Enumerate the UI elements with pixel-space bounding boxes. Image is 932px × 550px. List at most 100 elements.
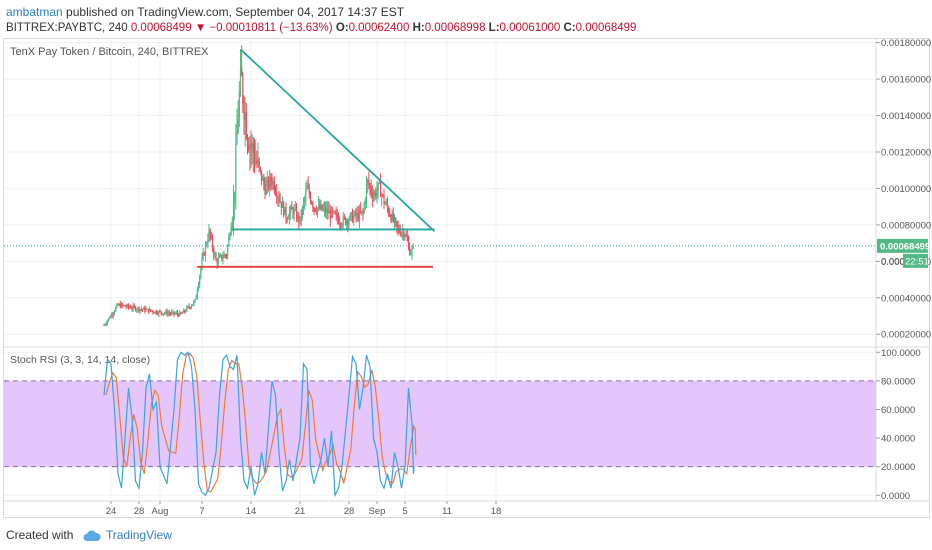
candle-body: [323, 207, 326, 209]
candle-body: [232, 202, 235, 220]
candle-body: [367, 179, 369, 184]
time-tick-label: 21: [295, 506, 306, 517]
candle-body: [208, 229, 210, 241]
candle-body: [311, 201, 313, 204]
candle-body: [312, 203, 314, 208]
time-tick-label: 24: [106, 506, 117, 517]
candle-body: [211, 237, 214, 249]
candle-body: [169, 313, 172, 315]
candle-body: [236, 132, 238, 145]
candle-body: [411, 248, 413, 254]
candle-body: [178, 314, 180, 316]
footer: Created with TradingView: [6, 528, 172, 542]
candle-body: [392, 213, 394, 221]
candle-body: [258, 158, 260, 168]
candle-body: [112, 313, 114, 316]
time-tick-label: 11: [442, 506, 452, 517]
time-tick-label: 18: [491, 506, 502, 517]
candle-body: [144, 307, 146, 312]
candle-body: [339, 223, 341, 225]
candle-body: [185, 311, 187, 313]
candle-body: [279, 200, 281, 202]
candle-body: [243, 103, 245, 120]
chart-frame: [3, 38, 930, 518]
candle-body: [377, 182, 379, 191]
rsi-tick-label: 100.0000: [881, 348, 921, 359]
symbol-label: BITTREX:PAYBTC, 240: [6, 22, 128, 34]
author-link[interactable]: ambatman: [6, 5, 63, 19]
candle-body: [116, 304, 118, 308]
candle-body: [390, 216, 392, 221]
time-tick-label: Aug: [152, 506, 169, 517]
open-value: 0.00062400: [348, 22, 410, 34]
candle-body: [239, 68, 242, 93]
countdown-prefix: 0.000: [881, 256, 905, 267]
candle-body: [242, 75, 244, 104]
tradingview-brand[interactable]: TradingView: [105, 528, 172, 542]
open-label: O:: [335, 22, 349, 34]
candle-body: [192, 304, 194, 306]
candle-body: [117, 304, 119, 306]
candle-body: [132, 305, 134, 309]
candle-body: [214, 254, 216, 256]
candle-body: [110, 314, 112, 318]
candle-body: [246, 137, 249, 146]
price-tick-label: 0.00180000: [881, 38, 931, 49]
candle-body: [157, 313, 159, 315]
candle-body: [225, 255, 228, 257]
candle-body: [383, 194, 385, 204]
candle-body: [108, 317, 110, 321]
candle-body: [315, 210, 317, 213]
candle-body: [272, 181, 274, 184]
candle-body: [252, 142, 254, 154]
candle-body: [210, 236, 212, 238]
candle-body: [382, 194, 384, 196]
candle-body: [148, 309, 151, 313]
candle-body: [342, 216, 344, 226]
candle-body: [384, 203, 386, 205]
candle-body: [321, 204, 323, 211]
candle-body: [250, 143, 252, 146]
candle-body: [104, 324, 106, 326]
candle-body: [165, 311, 167, 314]
candle-body: [167, 313, 169, 315]
candle-body: [343, 216, 345, 218]
price-change: −0.00010811 (−13.63%): [209, 22, 333, 34]
candle-body: [361, 211, 363, 213]
candle-body: [136, 309, 138, 311]
candle-body: [133, 305, 135, 307]
candle-body: [125, 306, 127, 308]
candle-body: [308, 187, 310, 195]
price-tick-label: 0.00160000: [881, 75, 931, 86]
candle-body: [155, 311, 158, 314]
candle-body: [137, 307, 139, 310]
candle-body: [196, 290, 198, 297]
candle-body: [294, 208, 296, 210]
candle-body: [284, 207, 286, 216]
published-text: published on TradingView.com, September …: [66, 5, 405, 19]
rsi-tick-label: 40.0000: [881, 434, 915, 445]
candle-body: [122, 303, 124, 306]
candle-body: [412, 245, 414, 249]
publish-info: ambatman published on TradingView.com, S…: [6, 5, 404, 19]
candle-body: [306, 186, 308, 191]
candle-body: [124, 305, 126, 307]
candle-body: [161, 313, 163, 315]
candle-body: [152, 311, 154, 313]
time-tick-label: 14: [246, 506, 257, 517]
candle-body: [286, 218, 288, 220]
candle-body: [223, 254, 225, 258]
candle-body: [325, 207, 327, 213]
candle-body: [396, 221, 398, 227]
candle-body: [318, 204, 320, 208]
price-tick-label: 0.00120000: [881, 147, 931, 158]
candle-body: [346, 220, 348, 224]
candle-body: [358, 210, 361, 220]
price-tick-label: 0.00140000: [881, 111, 931, 122]
price-tick-label: 0.00080000: [881, 220, 931, 231]
candle-body: [209, 229, 211, 237]
candle-body: [113, 311, 116, 314]
candle-body: [370, 186, 372, 193]
candle-body: [183, 310, 186, 312]
